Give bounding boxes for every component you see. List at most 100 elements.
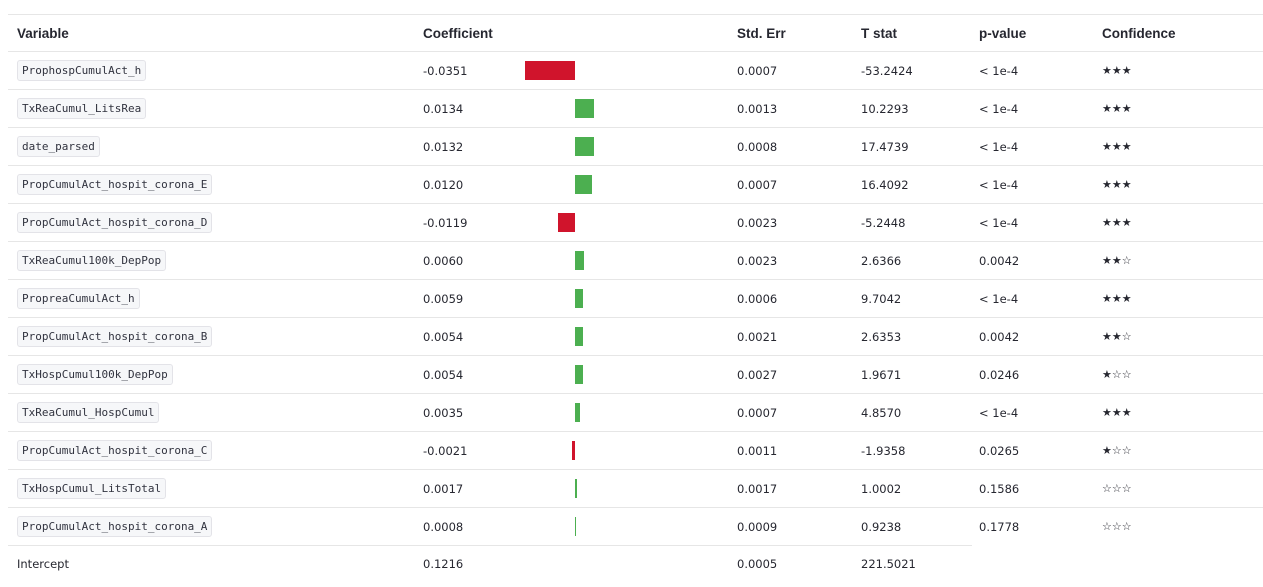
p-value: 0.0042 (979, 329, 1020, 344)
intercept-row: Intercept 0.1216 0.0005 221.5021 (8, 545, 1263, 582)
variable-name: PropCumulAct_hospit_corona_B (17, 318, 213, 355)
variable-name-text: PropCumulAct_hospit_corona_D (17, 212, 213, 233)
p-value: 0.1586 (979, 481, 1020, 496)
variable-name: PropCumulAct_hospit_corona_C (17, 432, 213, 469)
variable-name-text: PropCumulAct_hospit_corona_E (17, 174, 213, 195)
coefficient-value: 0.0059 (423, 291, 464, 306)
regression-table: Variable Coefficient Std. Err T stat p-v… (8, 14, 1263, 582)
confidence-stars: ★★☆ (1102, 254, 1132, 267)
variable-name: TxReaCumul_HospCumul (17, 394, 160, 431)
p-value: < 1e-4 (979, 405, 1019, 420)
coefficient-bar (558, 213, 575, 232)
t-stat-value: 0.9238 (861, 519, 902, 534)
table-row: PropCumulAct_hospit_corona_E 0.0120 0.0007… (8, 165, 1263, 203)
variable-name-text: PropCumulAct_hospit_corona_B (17, 326, 213, 347)
p-value: < 1e-4 (979, 177, 1019, 192)
table-header: Variable Coefficient Std. Err T stat p-v… (8, 14, 1263, 51)
p-value: < 1e-4 (979, 101, 1019, 116)
std-err-value: 0.0017 (737, 481, 778, 496)
variable-name: TxReaCumul_LitsRea (17, 90, 147, 127)
confidence-stars: ★★★ (1102, 406, 1132, 419)
variable-name-text: TxHospCumul_LitsTotal (17, 478, 167, 499)
variable-name: PropreaCumulAct_h (17, 280, 140, 317)
variable-name: TxHospCumul100k_DepPop (17, 356, 173, 393)
std-err-value: 0.0006 (737, 291, 778, 306)
header-coefficient: Coefficient (423, 25, 493, 41)
std-err-value: 0.0011 (737, 443, 778, 458)
table-row: PropCumulAct_hospit_corona_C -0.0021 0.001… (8, 431, 1263, 469)
p-value: 0.0265 (979, 443, 1020, 458)
intercept-label: Intercept (17, 556, 69, 571)
confidence-stars: ★☆☆ (1102, 444, 1132, 457)
t-stat-value: 2.6366 (861, 253, 902, 268)
table-row: PropreaCumulAct_h 0.0059 0.0006 9.7042 < 1e-… (8, 279, 1263, 317)
variable-name-text: PropCumulAct_hospit_corona_A (17, 516, 213, 537)
coefficient-value: -0.0351 (423, 63, 468, 78)
variable-name-text: TxReaCumul100k_DepPop (17, 250, 167, 271)
variable-name-text: PropCumulAct_hospit_corona_C (17, 440, 213, 461)
table-row: TxHospCumul_LitsTotal 0.0017 0.0017 1.0002 0… (8, 469, 1263, 507)
t-stat-value: 1.9671 (861, 367, 902, 382)
coefficient-value: 0.0017 (423, 481, 464, 496)
p-value: < 1e-4 (979, 63, 1019, 78)
coefficient-value: 0.0132 (423, 139, 464, 154)
confidence-stars: ★★★ (1102, 64, 1132, 77)
header-variable: Variable (17, 25, 69, 41)
t-stat-value: -1.9358 (861, 443, 906, 458)
coefficient-bar (575, 251, 584, 270)
std-err-value: 0.0023 (737, 215, 778, 230)
coefficient-value: 0.0008 (423, 519, 464, 534)
t-stat-value: 2.6353 (861, 329, 902, 344)
coefficient-bar (575, 403, 580, 422)
coefficient-bar (575, 365, 583, 384)
table-row: PropCumulAct_hospit_corona_B 0.0054 0.0021… (8, 317, 1263, 355)
variable-name: PropCumulAct_hospit_corona_A (17, 508, 213, 545)
coefficient-value: 0.0120 (423, 177, 464, 192)
header-t-stat: T stat (861, 25, 898, 41)
p-value: 0.0042 (979, 253, 1020, 268)
coefficient-value: 0.0060 (423, 253, 464, 268)
coefficient-bar (575, 289, 583, 308)
p-value: < 1e-4 (979, 215, 1019, 230)
table-row: TxReaCumul_HospCumul 0.0035 0.0007 4.8570 < … (8, 393, 1263, 431)
header-std-err: Std. Err (737, 25, 786, 41)
table-row: PropCumulAct_hospit_corona_D -0.0119 0.002… (8, 203, 1263, 241)
intercept-std-err: 0.0005 (737, 556, 778, 571)
t-stat-value: -53.2424 (861, 63, 913, 78)
variable-name: PropCumulAct_hospit_corona_D (17, 204, 213, 241)
header-confidence: Confidence (1102, 25, 1176, 41)
coefficient-value: 0.0054 (423, 367, 464, 382)
p-value: < 1e-4 (979, 139, 1019, 154)
std-err-value: 0.0013 (737, 101, 778, 116)
table-row: TxReaCumul100k_DepPop 0.0060 0.0023 2.6366 0… (8, 241, 1263, 279)
table-body: ProphospCumulAct_h -0.0351 0.0007 -53.2424 <… (8, 51, 1263, 545)
variable-name-text: date_parsed (17, 136, 100, 157)
std-err-value: 0.0027 (737, 367, 778, 382)
t-stat-value: 10.2293 (861, 101, 909, 116)
confidence-stars: ★★★ (1102, 292, 1132, 305)
variable-name-text: ProphospCumulAct_h (17, 60, 147, 81)
coefficient-bar (575, 479, 577, 498)
table-row: TxReaCumul_LitsRea 0.0134 0.0013 10.2293 < 1… (8, 89, 1263, 127)
std-err-value: 0.0008 (737, 139, 778, 154)
variable-name-text: TxReaCumul_LitsRea (17, 98, 147, 119)
variable-name: TxReaCumul100k_DepPop (17, 242, 167, 279)
intercept-coefficient: 0.1216 (423, 556, 464, 571)
variable-name: TxHospCumul_LitsTotal (17, 470, 167, 507)
coefficient-value: 0.0134 (423, 101, 464, 116)
confidence-stars: ★★★ (1102, 102, 1132, 115)
coefficient-bar (572, 441, 575, 460)
t-stat-value: 16.4092 (861, 177, 909, 192)
header-p-value: p-value (979, 25, 1027, 41)
table-row: PropCumulAct_hospit_corona_A 0.0008 0.0009… (8, 507, 1263, 545)
coefficient-value: 0.0035 (423, 405, 464, 420)
std-err-value: 0.0007 (737, 405, 778, 420)
coefficient-bar (575, 99, 594, 118)
coefficient-value: -0.0119 (423, 215, 468, 230)
variable-name: date_parsed (17, 128, 100, 165)
coefficient-bar (575, 137, 594, 156)
variable-name-text: TxReaCumul_HospCumul (17, 402, 160, 423)
variable-name-text: PropreaCumulAct_h (17, 288, 140, 309)
confidence-stars: ☆☆☆ (1102, 520, 1132, 533)
table-row: ProphospCumulAct_h -0.0351 0.0007 -53.2424 <… (8, 51, 1263, 89)
